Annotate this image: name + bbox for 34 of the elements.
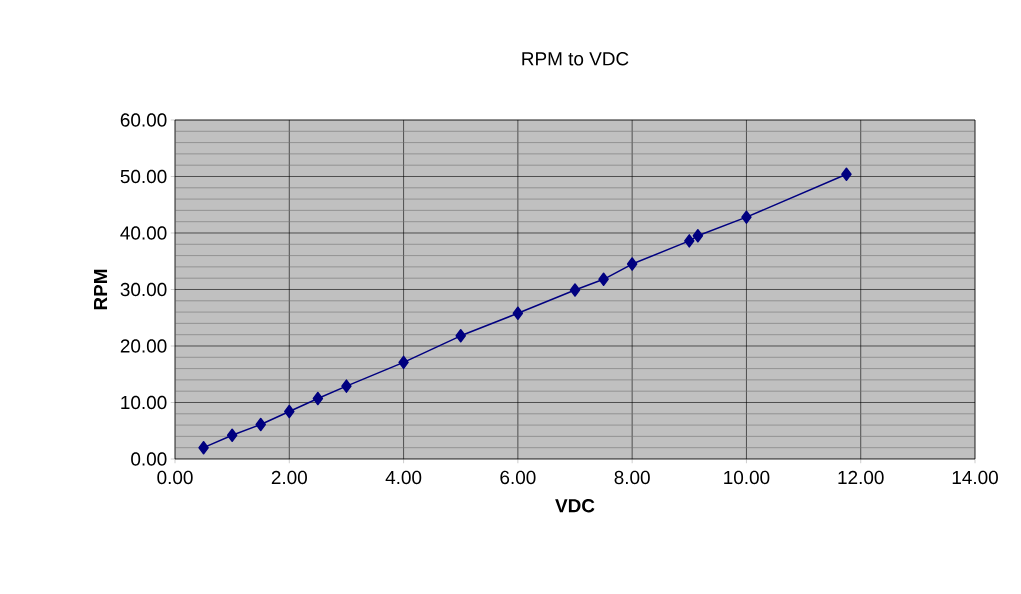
- point: [284, 404, 295, 419]
- x-tick-label: 2.00: [271, 470, 307, 485]
- y-tick-label: 60.00: [120, 113, 167, 127]
- point: [512, 306, 524, 320]
- point: [569, 283, 581, 297]
- chart-title: RPM to VDC: [522, 52, 629, 66]
- point: [226, 428, 238, 442]
- point: [455, 329, 466, 343]
- y-tick-label: 40.00: [120, 226, 167, 240]
- point: [684, 234, 695, 248]
- y-tick-label: 30.00: [120, 282, 167, 297]
- x-tick-label: 12.00: [838, 470, 884, 485]
- point: [692, 229, 704, 243]
- point: [198, 440, 209, 455]
- y-tick-label: 20.00: [120, 339, 167, 353]
- x-axis-title: VDC: [555, 499, 595, 513]
- y-axis-title: RPM: [94, 269, 108, 310]
- x-tick-label: 0.00: [157, 470, 193, 485]
- point: [312, 391, 324, 406]
- y-tick-label: 0.00: [131, 452, 167, 466]
- point: [598, 272, 609, 287]
- x-tick-label: 6.00: [500, 470, 536, 485]
- point: [841, 167, 852, 181]
- point: [626, 257, 638, 271]
- x-tick-label: 14.00: [952, 470, 998, 485]
- point: [341, 379, 352, 393]
- x-tick-label: 4.00: [385, 470, 422, 485]
- point: [398, 355, 409, 370]
- x-tick-label: 8.00: [614, 470, 650, 485]
- x-tick-label: 10.00: [724, 470, 770, 485]
- y-tick-label: 10.00: [121, 395, 167, 410]
- point: [741, 210, 752, 224]
- y-tick-label: 50.00: [120, 169, 167, 184]
- point: [255, 417, 266, 432]
